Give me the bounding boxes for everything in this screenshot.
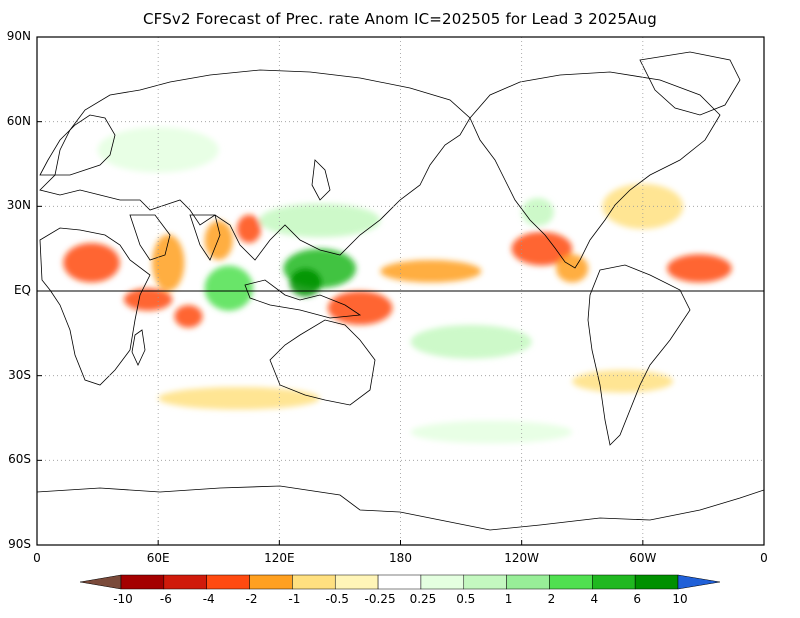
colorbar-swatch [334,574,379,590]
anomaly-blob-21 [602,183,684,229]
coastline-south-america [587,264,691,446]
lat-tick-label: 60N [6,113,31,128]
coastline-antarctica [37,485,764,531]
colorbar-tick-label: 4 [590,592,599,606]
lon-tick-label: 60W [629,551,657,565]
colorbar-tick-label: 0.25 [409,592,437,606]
colorbar-tick-label: -0.25 [364,592,396,606]
colorbar-tick-label: 0.5 [456,592,476,606]
coastline-arabia [129,214,171,261]
lon-tick-label: 60E [146,551,170,565]
colorbar-swatch [206,574,250,590]
colorbar-tick-label: 6 [633,592,641,606]
anomaly-blob-16 [410,324,532,359]
anomaly-blob-0 [63,243,120,283]
coastline-europe [39,114,116,176]
colorbar-swatch [420,574,465,590]
colorbar-tick-label: -6 [159,592,172,606]
colorbar-tick-label: 10 [672,592,688,606]
colorbar-swatch [377,574,422,590]
anomaly-blob-18 [572,370,674,393]
colorbar-swatch [592,574,636,590]
lon-tick-label: 120E [264,551,295,565]
lon-tick-label: 0 [760,551,768,565]
coastline-india [189,214,221,261]
anomaly-blob-10 [380,259,482,283]
colorbar-tick-label: -0.5 [325,592,349,606]
lat-tick-label: EQ [13,283,31,297]
anomaly-blob-8 [289,268,322,297]
colorbar-tick-label: -2 [245,592,258,606]
coastline-eurasia [39,69,471,261]
anomaly-blob-17 [158,386,320,410]
colorbar-tick-label: -4 [202,592,215,606]
coastline-australia [269,319,376,406]
colorbar-swatch [292,574,336,590]
colorbar-swatch [463,574,507,590]
coastline-madagascar [131,329,146,366]
colorbar-tick-label: 2 [547,592,556,606]
colorbar-swatch [249,574,293,590]
anomaly-blob-19 [410,420,573,444]
colorbar-swatch [549,574,593,590]
anomaly-blob-6 [236,214,262,244]
lat-tick-label: 60S [8,452,31,467]
lon-tick-label: 180 [389,551,412,565]
anomaly-blob-13 [667,254,732,283]
anomaly-blob-12 [555,254,589,283]
anomaly-blob-9 [327,291,393,325]
coastline-indonesia [244,279,362,319]
colorbar-tick-label: -1 [288,592,301,606]
lon-tick-label: 0 [33,551,41,565]
lat-tick-label: 90N [6,29,31,43]
coastline-japan [311,159,331,201]
lat-tick-label: 90S [8,537,31,551]
lon-tick-label: 120W [504,551,540,565]
colorbar-end-low [79,574,122,590]
anomaly-blob-2 [152,234,185,291]
colorbar-swatch [120,574,165,590]
colorbar-swatch [634,574,679,590]
lat-tick-label: 30S [8,367,31,382]
colorbar [79,574,721,590]
map-title: CFSv2 Forecast of Prec. rate Anom IC=202… [142,10,658,28]
colorbar-tick-label: -10 [113,592,133,606]
lat-tick-label: 30N [6,198,31,213]
anomaly-blob-4 [204,220,233,260]
anomaly-blob-5 [204,265,254,311]
anomaly-blob-11 [511,231,573,266]
colorbar-swatch [506,574,550,590]
anomaly-blob-1 [123,288,173,311]
coastline-north-america [469,71,721,269]
coastline-africa [39,227,151,386]
colorbar-end-high [677,574,721,590]
anomaly-blob-3 [174,305,203,328]
colorbar-tick-label: 1 [504,592,513,606]
colorbar-swatch [163,574,207,590]
coastline-greenland [639,51,741,116]
anomaly-blob-14 [521,197,554,227]
